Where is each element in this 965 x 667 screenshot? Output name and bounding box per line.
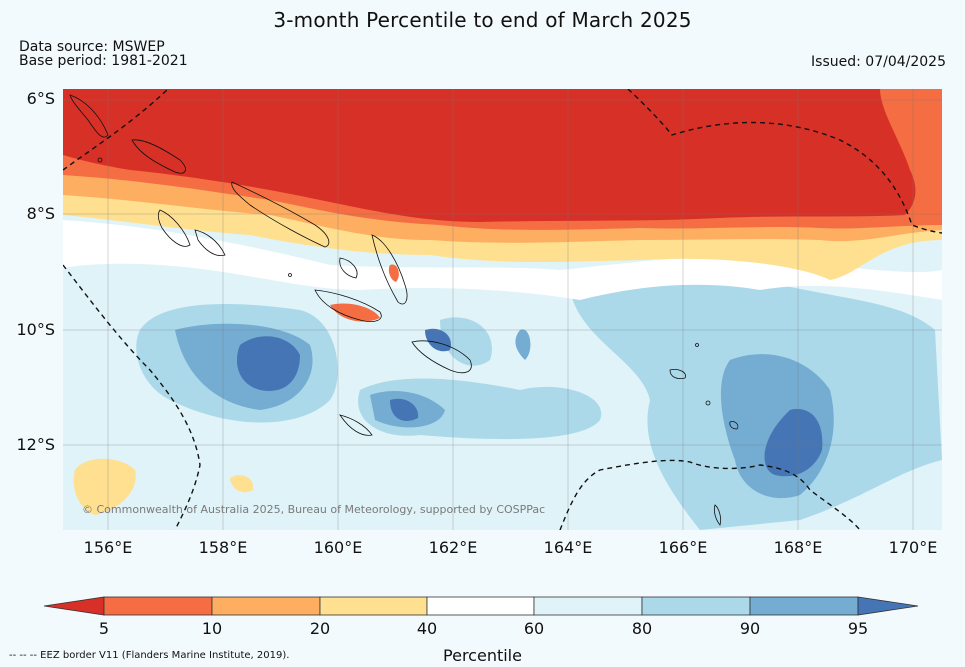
field-40-60 [63, 220, 942, 300]
field-sw-patch [73, 458, 254, 515]
lon-label-162e: 162°E [428, 538, 478, 557]
lat-label-6s: 6°S [26, 89, 55, 108]
colorbar-arrow-low [43, 596, 105, 616]
data-info: Data source: MSWEP Base period: 1981-202… [19, 40, 188, 68]
lon-label-168e: 168°E [773, 538, 823, 557]
lon-label-164e: 164°E [543, 538, 593, 557]
colorbar-tick-5: 5 [98, 619, 110, 638]
map-title: 3-month Percentile to end of March 2025 [273, 8, 692, 32]
eez-legend-note: -- -- -- EEZ border V11 (Flanders Marine… [9, 650, 290, 661]
lat-label-8s: 8°S [26, 204, 55, 223]
colorbar-tick-20: 20 [309, 619, 331, 638]
field-below-5 [63, 89, 916, 222]
colorbar-tick-60: 60 [523, 619, 545, 638]
gridlines [63, 89, 942, 530]
map-field [63, 89, 942, 530]
lat-label-12s: 12°S [16, 435, 55, 454]
coastlines [69, 94, 739, 526]
lon-label-160e: 160°E [313, 538, 363, 557]
colorbar-tick-10: 10 [201, 619, 223, 638]
lon-label-170e: 170°E [888, 538, 938, 557]
colorbar-tick-40: 40 [416, 619, 438, 638]
lon-label-158e: 158°E [198, 538, 248, 557]
colorbar-arrow-high [857, 596, 919, 616]
field-island-patch [330, 264, 399, 322]
lon-label-166e: 166°E [658, 538, 708, 557]
colorbar-tick-90: 90 [739, 619, 761, 638]
colorbar [43, 596, 919, 616]
issued-date: Issued: 07/04/2025 [811, 54, 946, 70]
eez-borders [63, 89, 942, 530]
field-90-95 [175, 323, 834, 499]
lon-label-156e: 156°E [83, 538, 133, 557]
colorbar-tick-95: 95 [847, 619, 869, 638]
data-source-text: Data source: MSWEP [19, 39, 165, 55]
colorbar-label: Percentile [443, 646, 522, 665]
copyright-credit: © Commonwealth of Australia 2025, Bureau… [82, 503, 546, 516]
colorbar-tick-80: 80 [631, 619, 653, 638]
lat-label-10s: 10°S [16, 320, 55, 339]
base-period-text: Base period: 1981-2021 [19, 53, 188, 69]
